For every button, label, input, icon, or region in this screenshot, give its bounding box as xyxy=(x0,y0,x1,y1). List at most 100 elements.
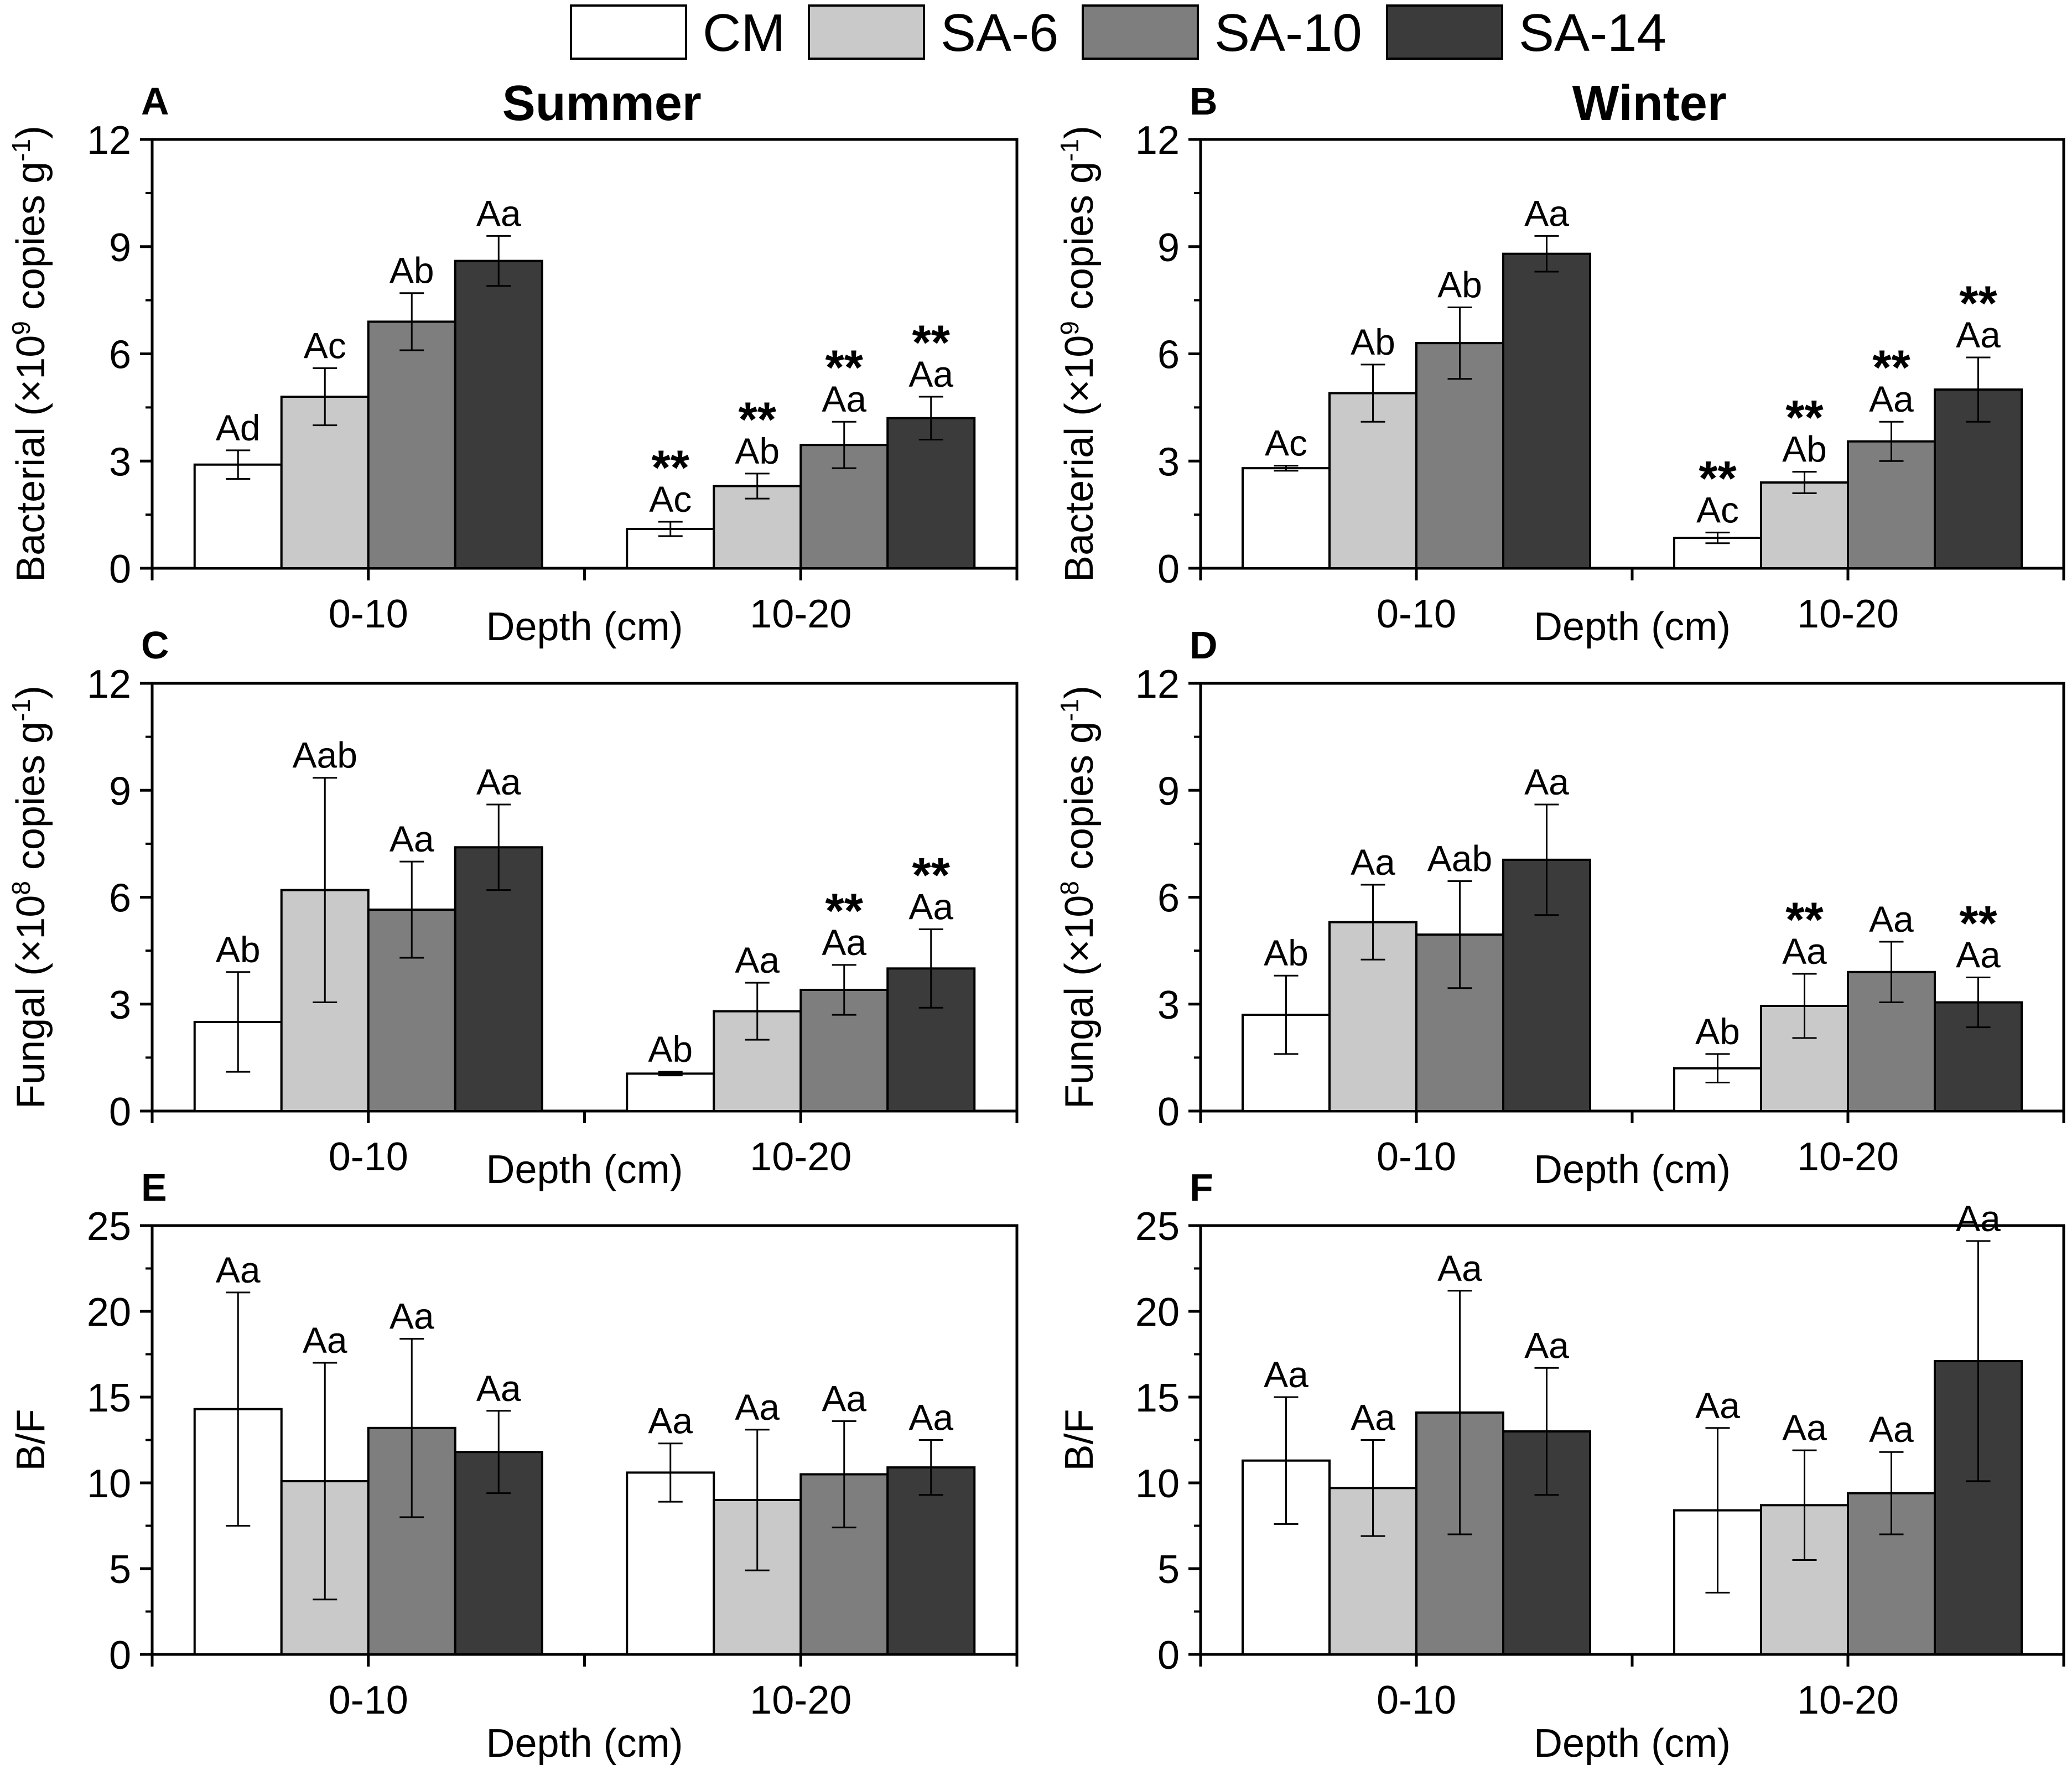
significance-stars: ** xyxy=(1785,390,1824,445)
significance-label: Aa xyxy=(735,1387,780,1428)
y-axis-label: Fungal (×108 copies g-1) xyxy=(7,686,53,1109)
significance-label: Ac xyxy=(1265,423,1307,464)
y-tick-label: 9 xyxy=(1157,226,1180,270)
y-axis-label-part: copies g xyxy=(1057,722,1102,881)
significance-label: Aa xyxy=(735,940,780,980)
x-axis-label: Depth (cm) xyxy=(1534,1721,1731,1766)
significance-stars: ** xyxy=(825,883,864,938)
significance-label: Aa xyxy=(1956,934,2001,975)
bar-sa-14 xyxy=(454,846,543,1112)
x-tick-label: 0-10 xyxy=(1377,1678,1456,1722)
significance-label: Ac xyxy=(649,479,692,520)
significance-label: Aa xyxy=(476,761,521,802)
y-tick-label: 20 xyxy=(87,1290,131,1335)
legend-swatch-sa6 xyxy=(808,4,925,60)
y-axis-label-superscript: -1 xyxy=(1055,139,1084,162)
y-axis-label-part: Bacterial (×10 xyxy=(9,335,53,582)
bar-sa-14 xyxy=(1502,252,1591,569)
y-tick-label: 3 xyxy=(109,983,131,1027)
x-tick-label: 0-10 xyxy=(329,1135,408,1179)
significance-label: Aa xyxy=(1264,1354,1308,1395)
significance-label: Aa xyxy=(1782,1407,1827,1448)
significance-label: Ab xyxy=(648,1029,693,1070)
significance-label: Aab xyxy=(1427,838,1492,879)
y-axis-label-superscript: 9 xyxy=(7,321,35,335)
bar-sa-14 xyxy=(886,417,976,569)
x-tick-label: 10-20 xyxy=(1797,1135,1899,1179)
significance-label: Aa xyxy=(648,1400,693,1441)
legend-label-cm: CM xyxy=(703,3,786,63)
y-axis-label-part: Fungal (×10 xyxy=(1057,895,1102,1109)
y-axis-label-superscript: -1 xyxy=(7,139,35,162)
panel-label: C xyxy=(141,624,169,667)
y-axis-label-part: Bacterial (×10 xyxy=(1057,335,1102,582)
legend-swatch-cm xyxy=(570,4,687,60)
legend-label-sa6: SA-6 xyxy=(941,3,1059,63)
y-tick-label: 9 xyxy=(109,226,131,270)
significance-label: Aa xyxy=(1956,314,2001,355)
y-axis-label-part: copies g xyxy=(1057,162,1102,321)
significance-stars: ** xyxy=(825,340,864,395)
panel-label: F xyxy=(1190,1166,1213,1209)
significance-label: Aa xyxy=(1695,1385,1740,1426)
bar-sa-6 xyxy=(1760,481,1849,569)
y-tick-label: 15 xyxy=(1135,1376,1180,1420)
significance-label: Aa xyxy=(1437,1248,1482,1289)
significance-label: Ab xyxy=(735,430,780,471)
x-axis-label: Depth (cm) xyxy=(486,1148,683,1192)
y-axis-label: Bacterial (×109 copies g-1) xyxy=(1055,126,1102,582)
y-tick-label: 3 xyxy=(1157,440,1180,484)
bar-cm xyxy=(1242,467,1331,570)
x-tick-label: 0-10 xyxy=(329,1678,408,1722)
x-tick-label: 10-20 xyxy=(750,1678,851,1722)
significance-label: Ad xyxy=(216,407,261,448)
significance-label: Ac xyxy=(1696,489,1739,530)
significance-label: Aa xyxy=(1869,378,1914,419)
significance-label: Aab xyxy=(293,735,357,776)
significance-label: Ab xyxy=(1351,321,1395,362)
significance-label: Ab xyxy=(1437,264,1482,305)
significance-label: Aa xyxy=(390,1296,434,1337)
y-axis-label: B/F xyxy=(1057,1409,1102,1471)
significance-label: Aa xyxy=(1524,1325,1569,1366)
y-axis-label-superscript: 9 xyxy=(1055,321,1084,335)
y-axis-label-superscript: 8 xyxy=(1055,881,1084,895)
y-axis-label-part: copies g xyxy=(9,162,53,321)
panel-label: D xyxy=(1190,624,1218,667)
panel-label: E xyxy=(141,1166,167,1209)
bar-sa-10 xyxy=(1847,971,1936,1113)
legend-swatch-sa14 xyxy=(1386,4,1503,60)
y-tick-label: 0 xyxy=(1157,1633,1180,1678)
bar-sa-6 xyxy=(713,485,802,569)
significance-label: Aa xyxy=(1351,842,1395,883)
significance-label: Aa xyxy=(1869,1409,1914,1450)
significance-label: Aa xyxy=(1351,1397,1395,1438)
x-tick-label: 10-20 xyxy=(1797,592,1899,636)
significance-label: Aa xyxy=(908,886,953,927)
x-tick-label: 0-10 xyxy=(329,592,408,636)
y-tick-label: 6 xyxy=(1157,876,1180,921)
significance-stars: ** xyxy=(1699,450,1737,505)
x-axis-label: Depth (cm) xyxy=(486,605,683,649)
y-axis-label: B/F xyxy=(9,1409,53,1471)
legend-swatch-sa10 xyxy=(1082,4,1199,60)
y-tick-label: 25 xyxy=(1135,1205,1180,1249)
y-tick-label: 0 xyxy=(1157,1090,1180,1134)
bar-sa-14 xyxy=(454,260,543,570)
significance-label: Aa xyxy=(822,378,866,419)
significance-label: Aa xyxy=(390,818,434,859)
x-tick-label: 10-20 xyxy=(1797,1678,1899,1722)
y-tick-label: 12 xyxy=(1135,662,1180,707)
y-axis-label-part: ) xyxy=(1057,686,1102,699)
significance-label: Aa xyxy=(476,1368,521,1409)
y-tick-label: 3 xyxy=(1157,983,1180,1027)
y-axis-label-superscript: -1 xyxy=(1055,699,1084,722)
y-tick-label: 0 xyxy=(109,1090,131,1134)
x-axis-label: Depth (cm) xyxy=(486,1721,683,1766)
significance-label: Ac xyxy=(304,325,346,366)
significance-label: Aa xyxy=(908,354,953,395)
y-tick-label: 3 xyxy=(109,440,131,484)
